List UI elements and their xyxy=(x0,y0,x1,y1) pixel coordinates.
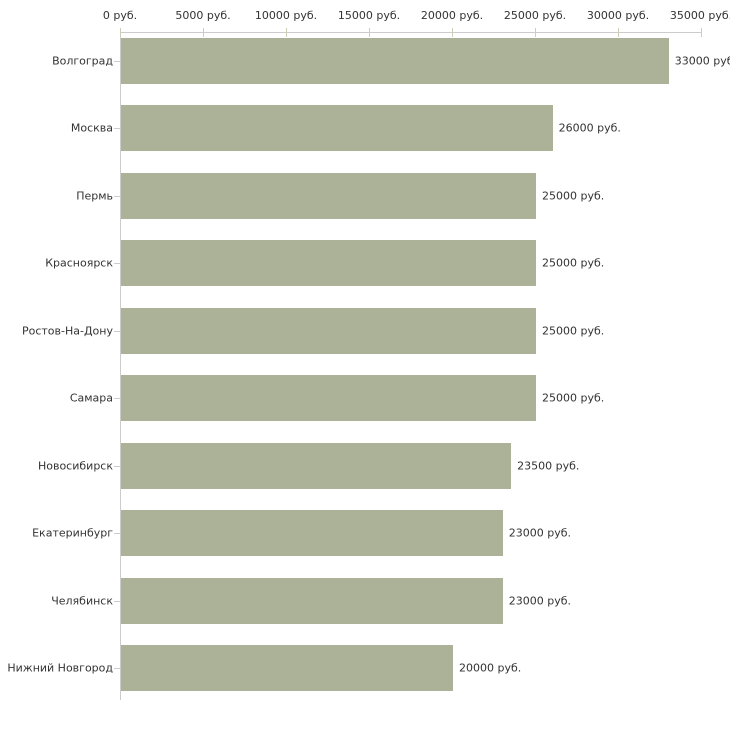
category-label: Челябинск xyxy=(51,594,113,608)
y-tick xyxy=(114,60,120,62)
x-axis-tick xyxy=(369,28,370,37)
y-tick xyxy=(114,195,120,197)
value-label: 25000 руб. xyxy=(542,189,605,203)
value-label: 33000 руб. xyxy=(674,54,730,68)
y-tick xyxy=(114,465,120,467)
x-axis-tick-label: 30000 руб. xyxy=(586,9,650,22)
value-label: 23000 руб. xyxy=(508,526,572,540)
chart-row: Пермь 25000 руб. xyxy=(0,162,730,230)
value-label: 26000 руб. xyxy=(558,121,621,135)
x-axis-tick-label: 15000 руб. xyxy=(337,9,401,22)
chart-row: Самара 25000 руб. xyxy=(0,365,730,433)
chart-row: Ростов-На-Дону 25000 руб. xyxy=(0,297,730,365)
y-tick xyxy=(114,533,120,535)
category-label: Екатеринбург xyxy=(32,526,113,540)
x-axis-tick-label: 10000 руб. xyxy=(254,9,318,22)
x-axis-line xyxy=(120,32,702,33)
value-label: 25000 руб. xyxy=(542,256,605,270)
x-axis-tick xyxy=(618,28,619,37)
x-axis-tick-label: 25000 руб. xyxy=(503,9,567,22)
category-label: Самара xyxy=(69,391,113,405)
x-axis-tick xyxy=(701,28,702,37)
bar xyxy=(121,307,536,354)
x-axis-tick xyxy=(535,28,536,37)
value-label: 23500 руб. xyxy=(517,459,580,473)
category-label: Пермь xyxy=(76,189,113,203)
y-tick xyxy=(114,600,120,602)
y-tick xyxy=(114,330,120,332)
bar xyxy=(121,442,512,489)
chart-row: Челябинск 23000 руб. xyxy=(0,567,730,635)
x-axis-tick-label: 35000 руб. xyxy=(669,9,730,22)
bar xyxy=(121,105,553,152)
y-tick xyxy=(114,263,120,265)
value-label: 25000 руб. xyxy=(542,324,605,338)
x-axis-tick xyxy=(120,28,121,37)
chart-row: Волгоград 33000 руб. xyxy=(0,27,730,95)
category-label: Нижний Новгород xyxy=(7,661,113,675)
chart-row: Нижний Новгород 20000 руб. xyxy=(0,635,730,703)
bar xyxy=(121,375,536,422)
category-label: Новосибирск xyxy=(37,459,113,473)
value-label: 20000 руб. xyxy=(459,661,522,675)
chart-row: Новосибирск 23500 руб. xyxy=(0,432,730,500)
value-label: 23000 руб. xyxy=(508,594,572,608)
x-axis-tick-label: 20000 руб. xyxy=(420,9,484,22)
x-axis-tick xyxy=(286,28,287,37)
value-label: 25000 руб. xyxy=(542,391,605,405)
bar xyxy=(121,645,453,692)
chart-row: Красноярск 25000 руб. xyxy=(0,230,730,298)
bar xyxy=(121,510,503,557)
y-tick xyxy=(114,128,120,130)
x-axis-tick xyxy=(452,28,453,37)
bar xyxy=(121,37,669,84)
y-axis-line xyxy=(120,32,121,700)
category-label: Москва xyxy=(70,121,113,135)
category-label: Красноярск xyxy=(45,256,113,270)
y-tick xyxy=(114,398,120,400)
y-tick xyxy=(114,668,120,670)
bar xyxy=(121,577,503,624)
category-label: Ростов-На-Дону xyxy=(21,324,113,338)
x-axis-tick-label: 0 руб. xyxy=(102,9,138,22)
bar xyxy=(121,240,536,287)
category-label: Волгоград xyxy=(52,54,113,68)
x-axis-tick-label: 5000 руб. xyxy=(175,9,231,22)
x-axis-tick xyxy=(203,28,204,37)
chart-row: Екатеринбург 23000 руб. xyxy=(0,500,730,568)
bar xyxy=(121,172,536,219)
chart-row: Москва 26000 руб. xyxy=(0,95,730,163)
